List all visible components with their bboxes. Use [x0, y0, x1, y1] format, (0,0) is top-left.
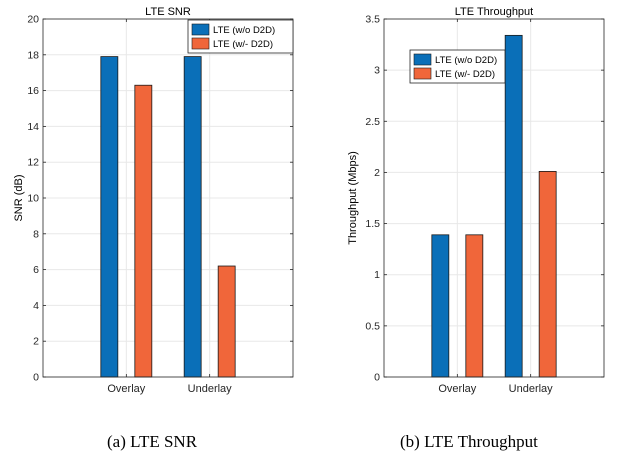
legend-label-with-d2d: LTE (w/- D2D) — [213, 39, 273, 50]
y-tick-label: 6 — [33, 264, 39, 276]
legend-label-without-d2d: LTE (w/o D2D) — [213, 25, 275, 36]
caption-b: (b) LTE Throughput — [400, 432, 538, 451]
y-tick-label: 20 — [27, 14, 39, 26]
y-tick-label: 3.5 — [365, 14, 380, 26]
bar-without-d2d-underlay — [183, 56, 202, 378]
bar-with-d2d-underlay — [217, 265, 236, 378]
legend-snr: LTE (w/o D2D) LTE (w/- D2D) — [187, 19, 294, 54]
x-tick-label-underlay: Underlay — [188, 383, 233, 395]
y-tick-label: 0.5 — [365, 320, 380, 332]
bar-without-d2d-underlay — [504, 34, 523, 378]
legend-swatch-without-d2d — [413, 53, 432, 66]
y-tick-label: 14 — [27, 121, 39, 133]
bar-without-d2d-overlay — [100, 56, 119, 378]
y-tick-label: 2.5 — [365, 116, 380, 128]
legend-label-with-d2d: LTE (w/- D2D) — [435, 69, 495, 80]
y-tick-label: 3 — [374, 65, 380, 77]
plot-frame — [383, 18, 605, 378]
y-tick-label: 0 — [33, 372, 39, 384]
y-axis-label-snr: SNR (dB) — [13, 174, 25, 221]
legend-label-without-d2d: LTE (w/o D2D) — [435, 55, 497, 66]
y-tick-label: 8 — [33, 228, 39, 240]
legend-swatch-with-d2d — [191, 37, 210, 50]
y-tick-label: 2 — [374, 167, 380, 179]
x-tick-label-underlay: Underlay — [509, 383, 554, 395]
legend-swatch-with-d2d — [413, 67, 432, 80]
snr-chart: 0 2 4 6 8 10 12 14 16 18 20 Overlay Underlay LTE SNR S… — [13, 6, 294, 395]
chart-title-snr: LTE SNR — [145, 6, 191, 18]
x-tick-label-overlay: Overlay — [107, 383, 145, 395]
bar-without-d2d-overlay — [431, 234, 450, 378]
bar-with-d2d-overlay — [465, 234, 484, 378]
x-tick-label-overlay: Overlay — [438, 383, 476, 395]
bar-with-d2d-overlay — [134, 84, 153, 378]
throughput-chart: 0 0.5 1 1.5 2 2.5 3 3.5 Overlay Underlay LTE Throu… — [347, 6, 605, 395]
caption-a: (a) LTE SNR — [107, 432, 198, 451]
y-tick-label: 1 — [374, 269, 380, 281]
y-tick-label: 18 — [27, 49, 39, 61]
legend-throughput: LTE (w/o D2D) LTE (w/- D2D) — [409, 49, 506, 84]
y-tick-label: 1.5 — [365, 218, 380, 230]
y-tick-label: 2 — [33, 336, 39, 348]
y-axis-label-throughput: Throughput (Mbps) — [347, 151, 359, 245]
y-tick-label: 4 — [33, 300, 39, 312]
y-tick-label: 12 — [27, 157, 39, 169]
y-tick-label: 0 — [374, 372, 380, 384]
bar-with-d2d-underlay — [538, 171, 557, 378]
chart-title-throughput: LTE Throughput — [455, 6, 533, 18]
y-tick-label: 10 — [27, 193, 39, 205]
legend-swatch-without-d2d — [191, 23, 210, 36]
y-tick-label: 16 — [27, 85, 39, 97]
